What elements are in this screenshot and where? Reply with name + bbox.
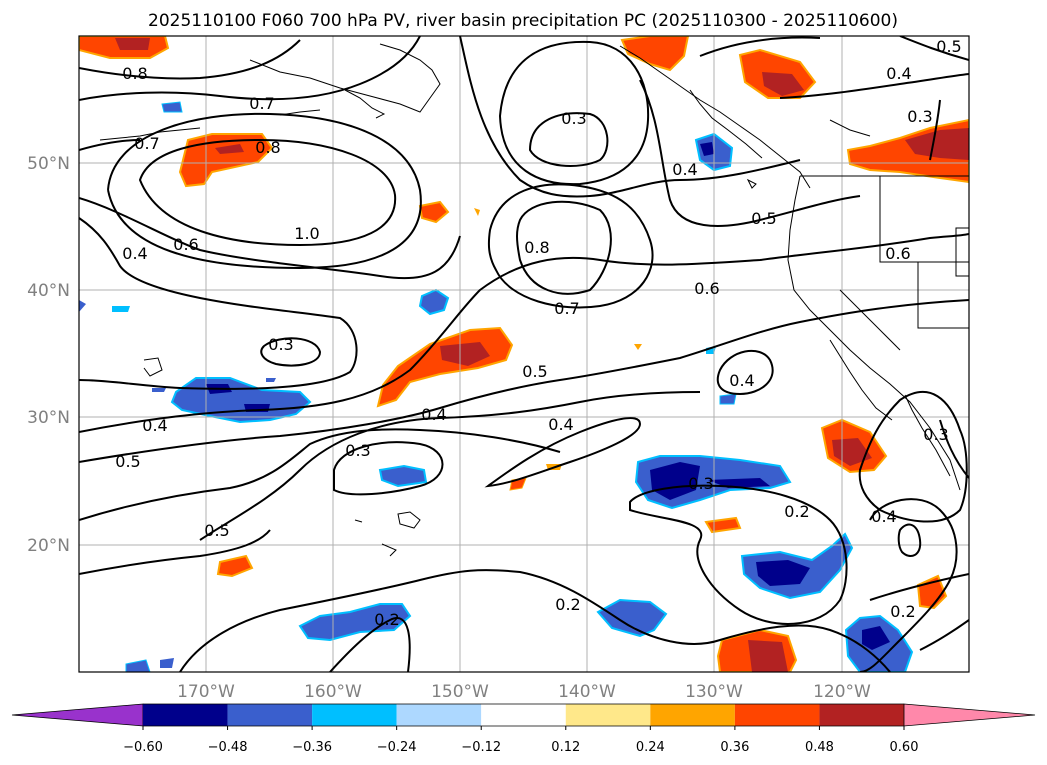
colorbar-swatch	[565, 704, 651, 726]
colorbar-swatch	[819, 704, 904, 726]
lat-label: 50°N	[27, 154, 70, 174]
contour-label: 0.4	[142, 416, 167, 435]
colorbar-tick-label: 0.12	[551, 740, 580, 755]
lat-label: 20°N	[27, 536, 70, 556]
map-frame	[78, 35, 970, 673]
contour-label: 0.3	[688, 474, 713, 493]
contour-label: 0.3	[923, 425, 948, 444]
contour-label: 0.3	[907, 107, 932, 126]
contour-label: 0.5	[522, 362, 547, 381]
precip-positive-shading	[79, 36, 969, 672]
lon-label: 150°W	[431, 682, 489, 702]
pv-contours	[79, 36, 969, 672]
contour-label: 0.8	[122, 64, 147, 83]
figure-title: 2025110100 F060 700 hPa PV, river basin …	[148, 11, 898, 31]
colorbar-swatch	[650, 704, 735, 726]
colorbar-tick-label: 0.36	[720, 740, 749, 755]
coastlines	[99, 43, 969, 557]
lat-label: 30°N	[27, 408, 70, 428]
contour-label: 0.7	[249, 94, 274, 113]
contour-label: 0.4	[886, 64, 911, 83]
longitude-labels: 170°W 160°W 150°W 140°W 130°W 120°W	[177, 682, 871, 702]
lat-label: 40°N	[27, 281, 70, 301]
colorbar-swatch	[481, 704, 566, 726]
colorbar-swatch	[143, 704, 228, 726]
contour-label: 0.3	[561, 109, 586, 128]
colorbar-tick-label: 0.60	[890, 740, 919, 755]
contour-label: 0.8	[255, 138, 280, 157]
lon-label: 120°W	[813, 682, 871, 702]
contour-label: 0.4	[421, 405, 446, 424]
graticule	[79, 36, 969, 672]
colorbar-tick-label: 0.24	[636, 740, 665, 755]
contour-label: 1.0	[294, 224, 319, 243]
contour-label: 0.4	[871, 507, 896, 526]
contour-label: 0.7	[134, 134, 159, 153]
contour-label: 0.5	[204, 521, 229, 540]
colorbar-swatch	[227, 704, 313, 726]
colorbar-swatch	[734, 704, 820, 726]
contour-label: 0.6	[173, 235, 198, 254]
contour-labels: 0.8 0.7 0.7 0.8 1.0 0.6 0.4 0.3 0.8 0.7 …	[115, 37, 961, 629]
latitude-labels: 50°N 40°N 30°N 20°N	[27, 154, 70, 556]
contour-label: 0.6	[694, 279, 719, 298]
contour-label: 0.5	[751, 209, 776, 228]
colorbar-tick-label: −0.24	[377, 740, 417, 755]
contour-label: 0.7	[554, 299, 579, 318]
contour-label: 0.4	[548, 415, 573, 434]
contour-label: 0.4	[122, 244, 147, 263]
map-plot-area: 0.8 0.7 0.7 0.8 1.0 0.6 0.4 0.3 0.8 0.7 …	[79, 36, 969, 672]
colorbar-swatch	[312, 704, 397, 726]
colorbar-tick-label: −0.60	[123, 740, 163, 755]
lon-label: 170°W	[177, 682, 235, 702]
lon-label: 130°W	[685, 682, 743, 702]
colorbar-extend-high	[903, 703, 1036, 727]
colorbar-tick-label: −0.48	[208, 740, 248, 755]
colorbar-tick-label: −0.12	[461, 740, 501, 755]
colorbar-extend-low	[11, 703, 144, 727]
contour-label: 0.5	[115, 452, 140, 471]
contour-label: 0.3	[345, 441, 370, 460]
lon-label: 160°W	[304, 682, 362, 702]
contour-label: 0.2	[784, 502, 809, 521]
contour-label: 0.2	[555, 595, 580, 614]
lon-label: 140°W	[558, 682, 616, 702]
contour-label: 0.5	[936, 37, 961, 56]
contour-label: 0.2	[374, 610, 399, 629]
contour-label: 0.4	[672, 160, 697, 179]
colorbar-tick-label: −0.36	[292, 740, 332, 755]
colorbar-swatch	[396, 704, 482, 726]
contour-label: 0.4	[729, 371, 754, 390]
contour-label: 0.3	[268, 335, 293, 354]
contour-label: 0.2	[890, 602, 915, 621]
colorbar-tick-label: 0.48	[805, 740, 834, 755]
contour-label: 0.6	[885, 244, 910, 263]
contour-label: 0.8	[524, 238, 549, 257]
colorbar: −0.60 −0.48 −0.36 −0.24 −0.12 0.12 0.24 0.36 0.4…	[11, 703, 1036, 755]
